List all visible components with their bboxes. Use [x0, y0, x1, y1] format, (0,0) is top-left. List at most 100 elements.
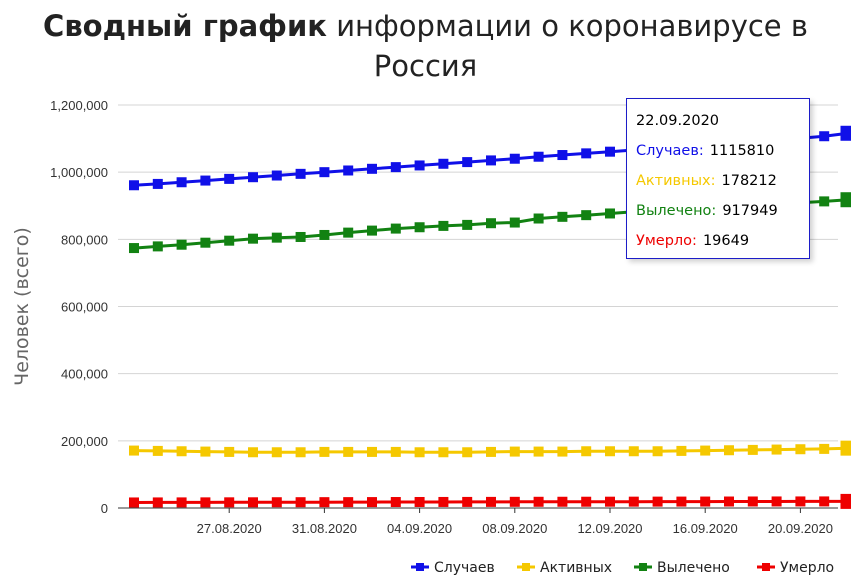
data-point[interactable]: [367, 497, 377, 508]
data-point[interactable]: [319, 229, 330, 240]
data-point[interactable]: [509, 153, 520, 164]
data-point[interactable]: [509, 446, 520, 457]
data-point[interactable]: [271, 170, 282, 181]
data-point[interactable]: [462, 157, 473, 168]
data-point[interactable]: [605, 446, 615, 457]
data-point[interactable]: [176, 497, 187, 508]
data-point[interactable]: [390, 446, 401, 457]
data-point[interactable]: [676, 496, 687, 507]
data-point[interactable]: [367, 163, 377, 174]
data-point[interactable]: [771, 444, 782, 455]
data-point[interactable]: [319, 497, 330, 508]
data-point[interactable]: [200, 175, 211, 186]
data-point-highlighted[interactable]: [840, 493, 851, 509]
data-point[interactable]: [152, 178, 163, 189]
data-point[interactable]: [414, 447, 425, 458]
data-point[interactable]: [724, 445, 734, 456]
data-point[interactable]: [271, 497, 282, 508]
data-point[interactable]: [390, 223, 401, 234]
data-point[interactable]: [390, 497, 401, 508]
data-point[interactable]: [462, 496, 473, 507]
data-point[interactable]: [438, 220, 449, 231]
legend-item[interactable]: Умерло: [757, 560, 834, 576]
data-point[interactable]: [486, 446, 496, 457]
data-point[interactable]: [700, 496, 711, 507]
data-point[interactable]: [343, 227, 354, 238]
data-point[interactable]: [819, 131, 830, 142]
data-point[interactable]: [462, 447, 473, 458]
data-point[interactable]: [319, 446, 330, 457]
data-point[interactable]: [200, 446, 211, 457]
data-point[interactable]: [248, 172, 258, 183]
data-point[interactable]: [343, 165, 354, 176]
data-point[interactable]: [438, 158, 449, 169]
data-point-highlighted[interactable]: [840, 192, 851, 208]
data-point[interactable]: [343, 446, 354, 457]
series-3[interactable]: [129, 493, 851, 509]
legend-item[interactable]: Случаев: [411, 560, 495, 576]
data-point[interactable]: [676, 445, 687, 456]
data-point[interactable]: [581, 496, 592, 507]
legend[interactable]: Случаев Активных Вылечено Умерло: [411, 560, 834, 576]
data-point[interactable]: [224, 497, 235, 508]
data-point[interactable]: [271, 232, 282, 243]
data-point[interactable]: [486, 218, 496, 229]
data-point[interactable]: [367, 446, 377, 457]
data-point[interactable]: [747, 444, 758, 455]
data-point[interactable]: [795, 496, 806, 507]
data-point[interactable]: [271, 447, 282, 458]
data-point[interactable]: [557, 150, 568, 161]
data-point[interactable]: [224, 446, 235, 457]
data-point[interactable]: [652, 496, 663, 507]
data-point[interactable]: [581, 446, 592, 457]
data-point[interactable]: [414, 496, 425, 507]
data-point[interactable]: [533, 446, 544, 457]
data-point[interactable]: [533, 151, 544, 162]
data-point[interactable]: [129, 180, 139, 191]
data-point[interactable]: [700, 445, 711, 456]
data-point[interactable]: [581, 148, 592, 159]
data-point[interactable]: [605, 146, 615, 157]
data-point[interactable]: [390, 162, 401, 173]
data-point[interactable]: [295, 447, 306, 458]
data-point[interactable]: [628, 496, 639, 507]
data-point-highlighted[interactable]: [840, 125, 851, 141]
data-point[interactable]: [295, 168, 306, 179]
data-point[interactable]: [557, 496, 568, 507]
data-point[interactable]: [129, 497, 139, 508]
data-point[interactable]: [129, 445, 139, 456]
data-point[interactable]: [819, 443, 830, 454]
data-point[interactable]: [486, 155, 496, 166]
data-point[interactable]: [605, 496, 615, 507]
data-point[interactable]: [486, 496, 496, 507]
data-point[interactable]: [367, 225, 377, 236]
data-point[interactable]: [628, 446, 639, 457]
series-1[interactable]: [129, 440, 851, 458]
data-point[interactable]: [224, 173, 235, 184]
data-point[interactable]: [795, 444, 806, 455]
data-point[interactable]: [224, 235, 235, 246]
data-point[interactable]: [319, 167, 330, 178]
data-point[interactable]: [414, 160, 425, 171]
data-point[interactable]: [747, 496, 758, 507]
data-point[interactable]: [152, 241, 163, 252]
data-point[interactable]: [200, 237, 211, 248]
data-point[interactable]: [581, 210, 592, 221]
data-point[interactable]: [509, 217, 520, 228]
data-point[interactable]: [414, 222, 425, 233]
data-point[interactable]: [771, 496, 782, 507]
data-point[interactable]: [176, 446, 187, 457]
legend-item[interactable]: Активных: [517, 560, 612, 576]
data-point[interactable]: [295, 231, 306, 242]
data-point[interactable]: [200, 497, 211, 508]
data-point[interactable]: [533, 496, 544, 507]
data-point[interactable]: [724, 496, 734, 507]
data-point[interactable]: [152, 497, 163, 508]
data-point[interactable]: [462, 219, 473, 230]
data-point[interactable]: [557, 446, 568, 457]
data-point[interactable]: [129, 243, 139, 254]
data-point[interactable]: [438, 496, 449, 507]
data-point[interactable]: [438, 447, 449, 458]
data-point[interactable]: [176, 239, 187, 250]
legend-item[interactable]: Вылечено: [634, 560, 730, 576]
